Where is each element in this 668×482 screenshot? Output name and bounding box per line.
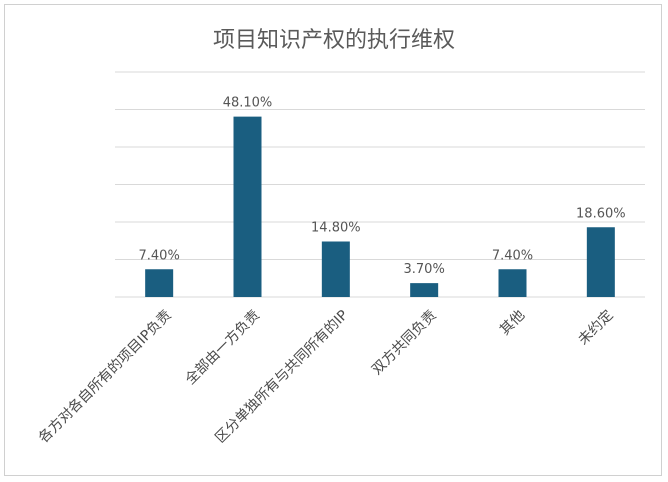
- data-label-5: 18.60%: [576, 206, 626, 221]
- chart-title: 项目知识产权的执行维权: [213, 28, 455, 53]
- category-label-3: 双方共同负责: [369, 307, 440, 378]
- gridlines: [115, 71, 645, 298]
- data-label-1: 48.10%: [223, 96, 273, 111]
- category-label-4: 其他: [497, 307, 528, 338]
- bar-3: [410, 283, 439, 297]
- bar-5: [586, 227, 615, 297]
- bar-2: [321, 241, 350, 297]
- bar-1: [233, 116, 262, 297]
- category-label-1: 全部由一方负责: [182, 307, 263, 388]
- data-label-2: 14.80%: [311, 221, 361, 236]
- category-label-0: 各方对各自所有的项目IP负责: [36, 307, 175, 446]
- chart-frame: [4, 4, 662, 476]
- bar-0: [145, 269, 174, 297]
- data-label-0: 7.40%: [139, 248, 180, 263]
- data-labels: 7.40% 48.10% 14.80% 3.70% 7.40% 18.60%: [139, 96, 626, 278]
- data-label-4: 7.40%: [492, 248, 533, 263]
- category-label-5: 未约定: [575, 307, 616, 348]
- bars: [145, 116, 615, 297]
- bar-4: [498, 269, 527, 297]
- data-label-3: 3.70%: [404, 262, 445, 277]
